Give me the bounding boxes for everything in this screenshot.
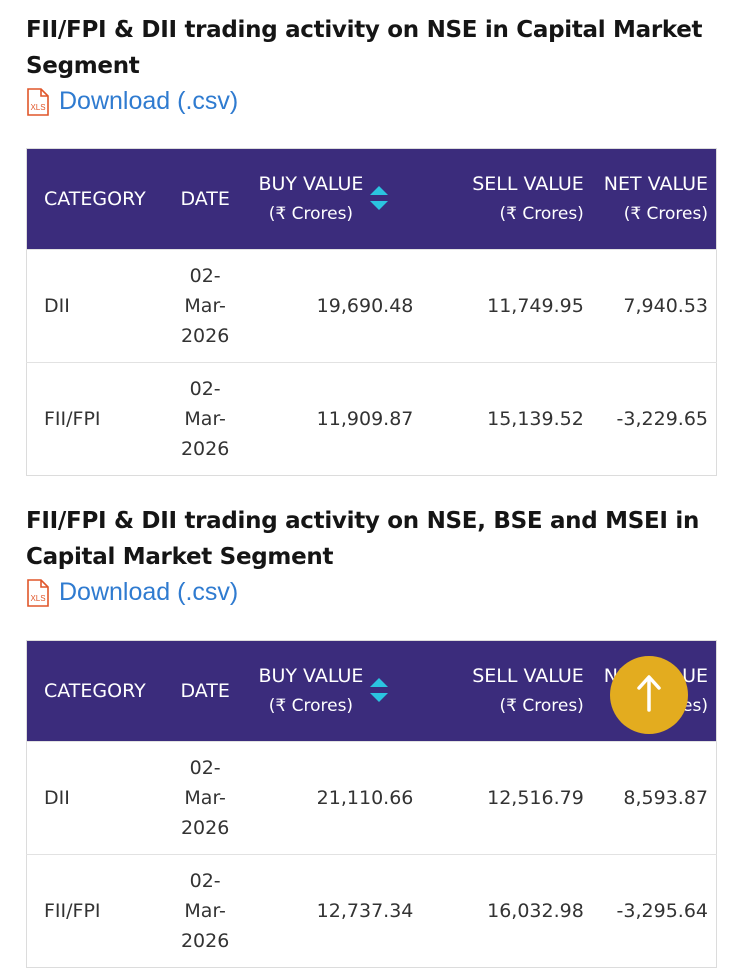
table-row: DII 02-Mar-2026 21,110.66 12,516.79 8,59… [26,741,717,855]
section-title: FII/FPI & DII trading activity on NSE in… [26,17,703,79]
header-date[interactable]: DATE [180,680,230,702]
download-csv-link[interactable]: XLS Download (.csv) [26,575,717,609]
cell-category: FII/FPI [44,900,101,922]
cell-sell-value: 11,749.95 [487,295,584,317]
cell-sell-value: 15,139.52 [487,408,584,430]
cell-buy-value: 11,909.87 [316,408,414,430]
cell-date: 02-Mar-2026 [180,378,230,460]
header-net-value[interactable]: NET VALUE (₹ Crores) [602,149,717,250]
cell-sell-value: 16,032.98 [487,900,584,922]
download-label[interactable]: Download (.csv) [59,577,239,606]
header-buy-label: BUY VALUE [258,173,364,195]
header-category[interactable]: CATEGORY [44,188,146,210]
svg-text:XLS: XLS [30,103,45,112]
table-row: FII/FPI 02-Mar-2026 11,909.87 15,139.52 … [26,362,717,476]
header-buy-unit: (₹ Crores) [268,696,354,716]
cell-buy-value: 19,690.48 [316,295,414,317]
cell-category: FII/FPI [44,408,101,430]
header-buy-value[interactable]: BUY VALUE (₹ Crores) [239,149,414,250]
header-date[interactable]: DATE [180,188,230,210]
header-sell-unit: (₹ Crores) [499,696,584,716]
cell-date: 02-Mar-2026 [180,757,230,839]
header-sell-label: SELL VALUE [472,173,584,195]
cell-buy-value: 12,737.34 [316,900,414,922]
download-label[interactable]: Download (.csv) [59,86,239,115]
sort-icon[interactable] [369,674,389,708]
header-sell-label: SELL VALUE [472,665,584,687]
fii-dii-table-nse: CATEGORY DATE BUY VALUE (₹ Crores) [26,148,717,476]
table-row: FII/FPI 02-Mar-2026 12,737.34 16,032.98 … [26,854,717,968]
xls-file-icon: XLS [26,88,49,116]
download-csv-link[interactable]: XLS Download (.csv) [26,84,717,118]
cell-net-value: -3,295.64 [616,900,708,922]
header-buy-value[interactable]: BUY VALUE (₹ Crores) [239,641,414,742]
header-buy-label: BUY VALUE [258,665,364,687]
header-net-label: NET VALUE [603,173,708,195]
section-nse: FII/FPI & DII trading activity on NSE in… [26,12,717,118]
cell-date: 02-Mar-2026 [180,870,230,952]
table-row: DII 02-Mar-2026 19,690.48 11,749.95 7,94… [26,249,717,363]
section-all-exchanges: FII/FPI & DII trading activity on NSE, B… [26,503,717,609]
sort-icon[interactable] [369,182,389,216]
cell-sell-value: 12,516.79 [487,787,584,809]
cell-net-value: -3,229.65 [616,408,708,430]
arrow-up-icon [634,672,664,718]
table-header-row: CATEGORY DATE BUY VALUE (₹ Crores) [26,148,717,250]
section-title: FII/FPI & DII trading activity on NSE, B… [26,508,700,570]
cell-date: 02-Mar-2026 [180,265,230,347]
header-sell-value[interactable]: SELL VALUE (₹ Crores) [413,149,601,250]
xls-file-icon: XLS [26,579,49,607]
fii-dii-table-all-exchanges: CATEGORY DATE BUY VALUE (₹ Crores) [26,640,717,968]
header-sell-value[interactable]: SELL VALUE (₹ Crores) [413,641,601,742]
header-net-unit: (₹ Crores) [623,204,708,224]
cell-buy-value: 21,110.66 [316,787,414,809]
header-category[interactable]: CATEGORY [44,680,146,702]
scroll-to-top-button[interactable] [610,656,688,734]
header-sell-unit: (₹ Crores) [499,204,584,224]
cell-category: DII [44,295,70,317]
cell-net-value: 8,593.87 [623,787,708,809]
cell-category: DII [44,787,70,809]
header-buy-unit: (₹ Crores) [268,204,354,224]
svg-text:XLS: XLS [30,594,45,603]
cell-net-value: 7,940.53 [623,295,708,317]
